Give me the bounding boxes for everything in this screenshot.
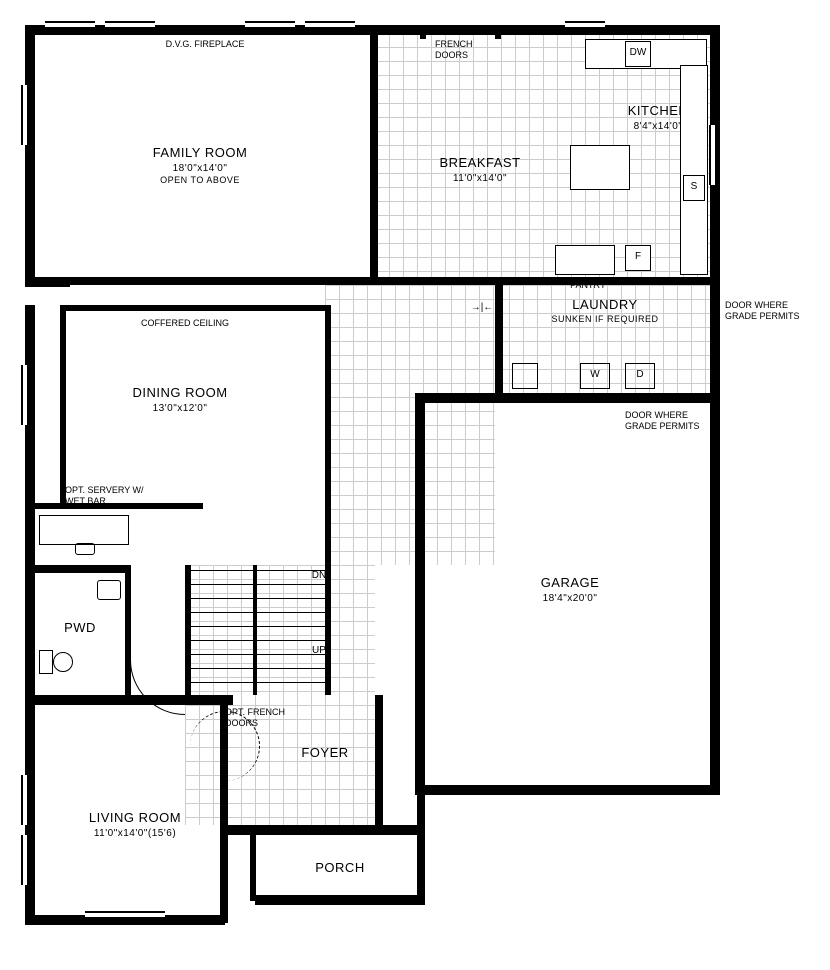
dw-label: DW (627, 47, 649, 59)
foyer-label: FOYER (285, 745, 365, 762)
living-dim: 11'0"x14'0"(15'6) (65, 827, 205, 840)
wall-stair-right (325, 485, 331, 695)
pantry-box (555, 245, 615, 275)
pwd-label: PWD (55, 620, 105, 637)
kitchen-island (570, 145, 630, 190)
pantry-note: PANTRY (563, 280, 613, 291)
door-grade-1: DOOR WHERE GRADE PERMITS (725, 300, 805, 322)
w-label: W (588, 369, 602, 381)
living-title: LIVING ROOM (65, 810, 205, 827)
coffered-note: COFFERED CEILING (125, 318, 245, 329)
grid-dining-hall (325, 285, 495, 565)
window-kitchen-right (709, 125, 717, 185)
pwd-sink (97, 580, 121, 600)
dn-label: DN (309, 570, 329, 582)
d-label: D (633, 369, 647, 381)
servery-sink (75, 543, 95, 555)
dining-label: DINING ROOM 13'0"x12'0" (95, 385, 265, 415)
opt-french-arc (190, 711, 260, 781)
toilet-bowl (53, 652, 73, 672)
wall-outer-left-1 (25, 25, 35, 285)
door-grade-2: DOOR WHERE GRADE PERMITS (625, 410, 715, 432)
wall-porch-right (417, 793, 425, 901)
laundry-sub: SUNKEN IF REQUIRED (545, 314, 665, 326)
wall-french-gap-r (495, 25, 501, 39)
s-label: S (685, 181, 703, 193)
wall-outer-bottom-garage (415, 785, 720, 795)
wall-laundry-left (495, 283, 503, 397)
hall-arrow: →|← (467, 302, 497, 314)
window-top-4 (305, 21, 355, 29)
wall-pwd-bottom (33, 695, 233, 705)
window-left-2 (21, 365, 29, 425)
breakfast-dim: 11'0"x14'0" (415, 172, 545, 185)
family-title: FAMILY ROOM (95, 145, 305, 162)
dining-title: DINING ROOM (95, 385, 265, 402)
stair-treads (190, 570, 325, 695)
family-dim: 18'0"x14'0" (95, 162, 305, 175)
laundry-title: LAUNDRY (545, 297, 665, 314)
family-room-label: FAMILY ROOM 18'0"x14'0" OPEN TO ABOVE (95, 145, 305, 187)
breakfast-title: BREAKFAST (415, 155, 545, 172)
garage-title: GARAGE (505, 575, 635, 592)
porch-label: PORCH (300, 860, 380, 877)
wall-pwd-right (125, 565, 131, 695)
laundry-sink (512, 363, 538, 389)
family-sub: OPEN TO ABOVE (95, 175, 305, 187)
floor-plan: FAMILY ROOM 18'0"x14'0" OPEN TO ABOVE D.… (25, 25, 805, 945)
window-bottom-living (85, 911, 165, 919)
kitchen-counter-right (680, 65, 708, 275)
fireplace-note: D.V.G. FIREPLACE (145, 39, 265, 50)
laundry-label: LAUNDRY SUNKEN IF REQUIRED (545, 297, 665, 326)
breakfast-label: BREAKFAST 11'0"x14'0" (415, 155, 545, 185)
foyer-title: FOYER (285, 745, 365, 762)
garage-label: GARAGE 18'4"x20'0" (505, 575, 635, 605)
wall-dining-left (60, 305, 66, 505)
wall-outer-bottom-porch (255, 895, 425, 905)
wall-french-gap-l (420, 25, 426, 39)
wall-pwd-top (33, 565, 131, 573)
wall-family-right (370, 25, 378, 285)
servery-note: OPT. SERVERY W/ WET BAR (65, 485, 165, 507)
f-label: F (631, 251, 645, 263)
wall-dining-top (60, 305, 330, 311)
wall-garage-left (415, 393, 425, 795)
window-left-3 (21, 775, 29, 825)
wall-foyer-right (375, 695, 383, 835)
window-top-3 (245, 21, 295, 29)
up-label: UP (309, 645, 329, 657)
wall-laundry-bottom (415, 393, 720, 403)
dining-dim: 13'0"x12'0" (95, 402, 265, 415)
window-top-5 (565, 21, 605, 29)
living-label: LIVING ROOM 11'0"x14'0"(15'6) (65, 810, 205, 840)
wall-dining-right (325, 305, 331, 485)
pwd-title: PWD (55, 620, 105, 637)
wall-kitchen-bottom (370, 277, 720, 285)
garage-dim: 18'4"x20'0" (505, 592, 635, 605)
french-doors-note: FRENCH DOORS (435, 39, 495, 61)
wall-porch-left (250, 833, 256, 901)
window-left-4 (21, 835, 29, 885)
servery-counter (39, 515, 129, 545)
window-top-2 (105, 21, 155, 29)
wall-family-bottom (25, 277, 378, 285)
window-left-1 (21, 85, 29, 145)
toilet-tank (39, 650, 53, 674)
window-top-1 (45, 21, 95, 29)
porch-title: PORCH (300, 860, 380, 877)
